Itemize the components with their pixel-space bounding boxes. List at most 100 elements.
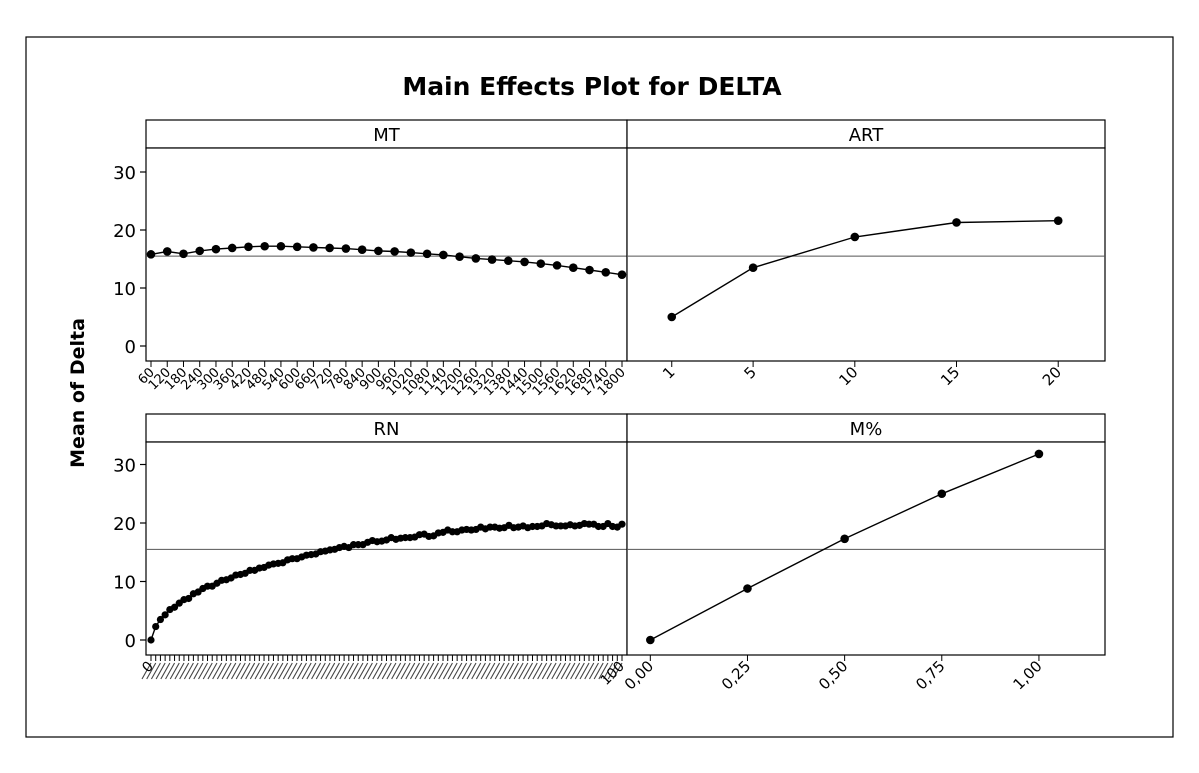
x-tick-label-clutter (518, 662, 529, 680)
panel-mt-point (568, 263, 578, 273)
panel-art-strip (626, 119, 1106, 149)
x-tick-label-clutter (546, 662, 557, 680)
x-tick-label-clutter (475, 662, 486, 680)
x-tick-label-clutter (494, 662, 505, 680)
x-tick-label-clutter (386, 662, 397, 680)
panel-mt-point (357, 245, 367, 255)
x-tick-label-clutter (513, 662, 524, 680)
panel-mt-point (422, 249, 432, 259)
x-tick-label-clutter (499, 662, 510, 680)
x-tick-label-clutter (541, 662, 552, 680)
panel-mt-title: MT (373, 125, 401, 146)
x-tick-label-clutter (607, 662, 618, 680)
x-tick-label-clutter (141, 662, 152, 680)
x-tick-label-clutter (603, 662, 614, 680)
panel-mt-point (325, 243, 334, 253)
x-tick-label-clutter (358, 662, 369, 680)
panel-mt-point (276, 241, 286, 251)
panel-art-point (1053, 216, 1063, 226)
x-tick-label-clutter (584, 662, 595, 680)
y-tick-label: 20 (113, 514, 136, 535)
panel-mt-point (195, 246, 205, 256)
x-tick-label-clutter (202, 662, 213, 680)
panel-rn-point (147, 636, 155, 644)
x-tick-label-clutter (150, 662, 161, 680)
x-tick-label-clutter (367, 662, 378, 680)
x-tick-label-clutter (329, 662, 340, 680)
panel-m-pct-plot-area (626, 441, 1106, 656)
x-tick-label-clutter (457, 662, 468, 680)
panel-m-pct-point (1034, 449, 1044, 459)
x-tick-label-clutter (273, 662, 284, 680)
x-tick-label-clutter (471, 662, 482, 680)
x-tick-label-clutter (461, 662, 472, 680)
panel-mt-point (244, 242, 253, 252)
panel-mt-point (146, 250, 156, 259)
panel-art-title: ART (849, 125, 885, 146)
panel-mt-plot-area (145, 147, 628, 362)
panel-mt-point (487, 255, 497, 264)
panel-mt-point (260, 241, 269, 251)
panel-art-point (850, 232, 860, 242)
x-tick-label-clutter (179, 662, 190, 680)
panel-mt-point (536, 259, 546, 268)
x-tick-label-clutter (188, 662, 199, 680)
x-tick-label-clutter (160, 662, 171, 680)
x-tick-label-clutter (240, 662, 251, 680)
panel-m-pct-point (840, 534, 849, 544)
panel-mt-point (374, 246, 383, 256)
x-tick-label-clutter (226, 662, 237, 680)
x-tick-label-clutter (207, 662, 218, 680)
panel-mt-point (227, 243, 237, 253)
x-tick-label-clutter (311, 662, 322, 680)
x-tick-label-clutter (391, 662, 402, 680)
x-tick-label-clutter (245, 662, 256, 680)
x-tick-label-clutter (315, 662, 326, 680)
x-tick-label-clutter (282, 662, 293, 680)
x-tick-label-clutter (301, 662, 312, 680)
x-tick-label-clutter (320, 662, 331, 680)
y-tick-label: 0 (125, 631, 136, 652)
x-tick-label-clutter (165, 662, 176, 680)
x-tick-label-clutter (268, 662, 279, 680)
x-tick-label-clutter (556, 662, 566, 680)
panel-rn-point (161, 611, 169, 619)
panel-rn-title: RN (374, 419, 400, 440)
panel-mt-point (504, 256, 513, 266)
chart-title: Main Effects Plot for DELTA (402, 72, 782, 101)
panel-mt-point (179, 249, 188, 259)
x-tick-label-clutter (287, 662, 298, 680)
x-tick-label-clutter (155, 662, 166, 680)
x-tick-label-clutter (353, 662, 364, 680)
x-tick-label-clutter (169, 662, 180, 680)
x-tick-label-clutter (259, 662, 270, 680)
panel-m-pct-title: M% (850, 419, 883, 440)
x-tick-label-clutter (292, 662, 303, 680)
panel-mt-strip (145, 119, 628, 149)
x-tick-label-clutter (193, 662, 204, 680)
y-tick-label: 10 (113, 573, 136, 594)
x-tick-label-clutter (296, 662, 307, 680)
x-tick-label-clutter (490, 662, 501, 680)
x-tick-label-clutter (466, 662, 477, 680)
x-tick-label-clutter (588, 662, 599, 680)
panel-m-pct: M%0,00 0,25 0,50 0,75 1,00 (621, 413, 1106, 693)
panel-m-pct-point (743, 584, 752, 593)
y-tick-label: 10 (113, 279, 136, 300)
panel-mt-point (162, 247, 172, 256)
panel-mt-point (406, 248, 416, 257)
x-tick-label-clutter (235, 662, 246, 680)
panel-m-pct-point (937, 489, 947, 499)
panel-mt-point (520, 257, 529, 267)
panel-mt-point (292, 242, 302, 252)
x-tick-label-clutter (325, 662, 336, 680)
panel-mt-point (601, 268, 611, 277)
panel-mt-point (309, 243, 318, 252)
panel-art-point (952, 218, 961, 227)
x-tick-label-clutter (381, 662, 392, 680)
x-tick-label-clutter (593, 662, 604, 680)
panel-mt-point (439, 250, 448, 260)
x-tick-label-clutter (362, 662, 373, 680)
